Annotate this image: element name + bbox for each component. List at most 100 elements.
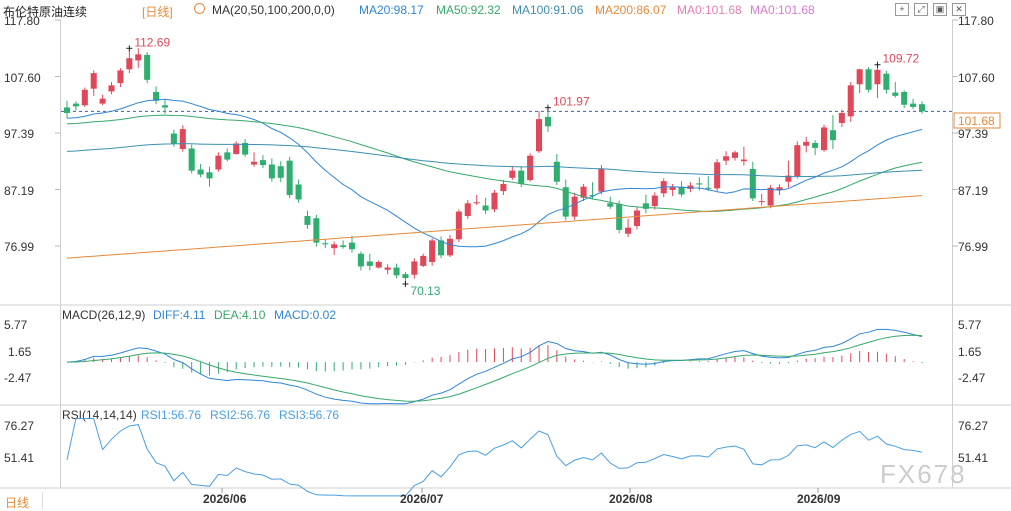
macd-legend: MACD(26,12,9) DIFF:4.11 DEA:4.10 MACD:0.… <box>0 307 1011 323</box>
candle-body <box>81 89 88 106</box>
x-label-3: 2026/09 <box>797 492 841 506</box>
candle-body <box>580 186 587 198</box>
axis-labels: 117.80 107.60 97.39 87.19 76.99 117.80 1… <box>4 14 1001 506</box>
candle-body <box>500 183 507 192</box>
macd-tick-r2: -2.47 <box>958 371 986 385</box>
main-tick-r0: 117.80 <box>958 14 994 28</box>
macd-dea-line <box>66 334 923 402</box>
candle-body <box>206 172 213 179</box>
candle-body <box>99 98 106 104</box>
candle-body <box>589 194 596 196</box>
rsi-tick-r1: 51.41 <box>958 451 988 465</box>
main-tick-4: 76.99 <box>4 240 34 254</box>
candle-body <box>63 107 71 114</box>
main-tick-0: 117.80 <box>4 14 40 28</box>
candle-body <box>482 205 489 211</box>
macd-tick-r0: 5.77 <box>958 318 982 332</box>
candle-body <box>847 85 854 117</box>
candle-body <box>598 168 605 192</box>
rsi3-value: RSI3:56.76 <box>279 408 340 422</box>
crosshair-icon[interactable]: + <box>895 3 909 16</box>
macd-value: MACD:0.02 <box>274 308 337 322</box>
period-selector[interactable]: [日线] <box>142 5 173 19</box>
candle-body <box>242 142 249 155</box>
macd-diff-line <box>66 328 923 405</box>
candle-body <box>918 104 926 112</box>
candle-body <box>812 142 819 148</box>
candle-body <box>153 91 160 101</box>
ma100-line <box>66 143 923 178</box>
candle-body <box>749 168 756 199</box>
candle-body <box>224 152 231 160</box>
macd-label: MACD(26,12,9) <box>62 308 146 322</box>
candle-body <box>233 143 240 155</box>
candle-body <box>687 185 694 189</box>
macd-dea: DEA:4.10 <box>214 308 266 322</box>
ma0a-value: MA0:101.68 <box>677 3 742 17</box>
main-tick-r4: 76.99 <box>958 240 988 254</box>
expand-icon[interactable]: ⤢ <box>914 3 928 16</box>
candle-body <box>678 186 685 195</box>
settings-icon[interactable] <box>194 3 205 14</box>
candle-body <box>197 169 204 175</box>
ma0b-value: MA0:101.68 <box>750 3 815 17</box>
candle-body <box>455 211 462 240</box>
restore-icon[interactable]: ▣ <box>933 3 947 16</box>
candle-body <box>607 203 614 207</box>
ma-label: MA(20,50,100,200,0,0) <box>212 3 335 17</box>
rsi-series <box>66 418 923 497</box>
candle-body <box>251 161 258 165</box>
candle-body <box>856 69 863 85</box>
candle-body <box>705 187 712 189</box>
candle-body <box>464 203 471 217</box>
macd-series <box>66 328 923 405</box>
candle-body <box>865 69 872 90</box>
candle-body <box>821 127 828 151</box>
candle-body <box>304 216 311 225</box>
current-price-box <box>953 112 1001 129</box>
x-label-2: 2026/08 <box>609 492 653 506</box>
candle-body <box>642 203 649 209</box>
moving-averages <box>66 98 923 259</box>
candle-body <box>544 116 551 127</box>
candle-body <box>286 160 293 195</box>
candle-body <box>509 170 516 178</box>
candle-body <box>438 240 445 256</box>
rsi2-value: RSI2:56.76 <box>210 408 271 422</box>
candle-body <box>794 145 801 177</box>
candle-body <box>785 175 792 182</box>
main-tick-3: 87.19 <box>4 184 34 198</box>
chart-header: 布伦特原油连续 [日线] MA(20,50,100,200,0,0) MA20:… <box>0 0 1011 20</box>
candlestick-series: 112.69 70.13 101.97 109.72 <box>61 35 952 298</box>
candle-body <box>72 103 79 107</box>
candle-body <box>179 129 186 150</box>
candle-body <box>411 261 418 275</box>
candle-body <box>295 184 302 200</box>
candle-body <box>108 85 115 92</box>
candle-body <box>518 170 525 184</box>
candle-body <box>829 130 836 141</box>
candle-body <box>740 159 747 162</box>
close-icon[interactable]: ✕ <box>952 3 966 16</box>
candle-body <box>874 69 881 85</box>
rsi-tick-0: 76.27 <box>4 419 34 433</box>
main-tick-1: 107.60 <box>4 71 41 85</box>
candle-body <box>322 243 329 245</box>
candle-body <box>384 267 391 270</box>
candle-body <box>696 183 703 185</box>
candle-body <box>553 161 560 182</box>
candle-body <box>776 187 783 191</box>
ma200-value: MA200:86.07 <box>595 3 667 17</box>
main-tick-r3: 87.19 <box>958 184 988 198</box>
candle-body <box>731 152 738 158</box>
watermark: FX678 <box>880 459 967 489</box>
candle-body <box>126 58 133 70</box>
period-tab-label: 日线 <box>5 496 30 510</box>
candle-body <box>348 242 356 250</box>
candle-body <box>144 54 151 80</box>
period-tab[interactable]: 日线 <box>0 492 43 510</box>
candle-body <box>901 91 908 105</box>
candle-body <box>161 105 168 108</box>
candle-body <box>633 210 641 227</box>
